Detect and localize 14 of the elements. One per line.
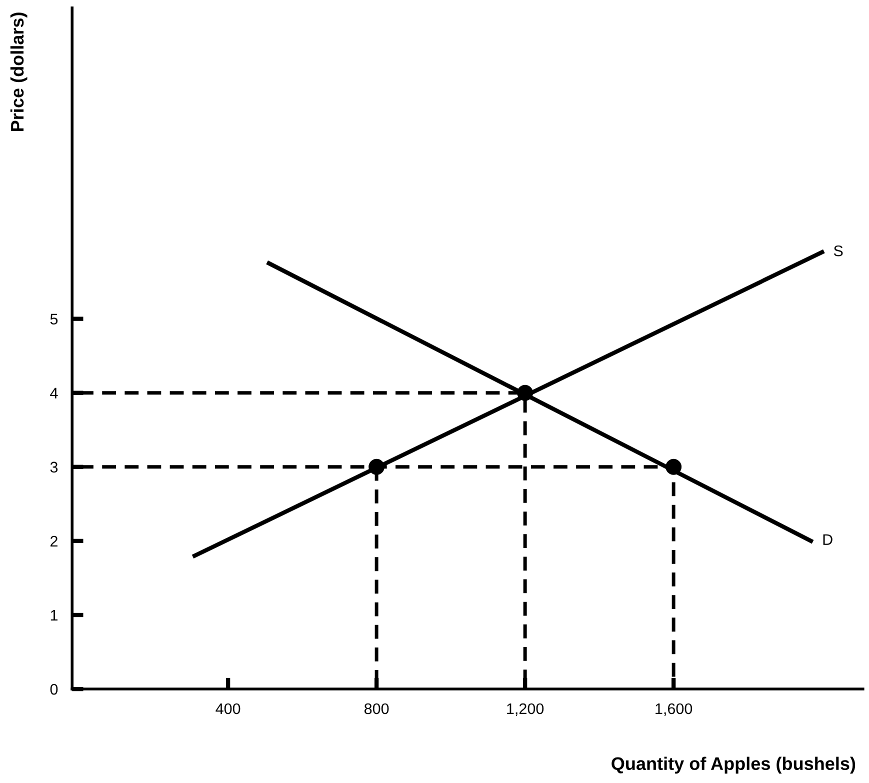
series-label: S (834, 245, 843, 256)
y-tick-label: 0 (50, 684, 58, 695)
series-label: D (823, 534, 832, 545)
y-tick-label: 5 (50, 314, 58, 325)
x-axis-title: Quantity of Apples (bushels) (612, 756, 856, 774)
y-axis-title: Price (dollars) (10, 12, 28, 131)
x-tick-label: 1,200 (507, 703, 544, 716)
y-tick-label: 4 (50, 388, 58, 398)
y-tick-label: 2 (50, 536, 58, 546)
x-tick-label: 400 (216, 703, 240, 714)
x-tick-label: 800 (364, 703, 389, 714)
y-tick-label: 1 (50, 610, 58, 621)
y-tick-label: 3 (50, 462, 58, 473)
x-tick-label: 1,600 (656, 703, 692, 716)
